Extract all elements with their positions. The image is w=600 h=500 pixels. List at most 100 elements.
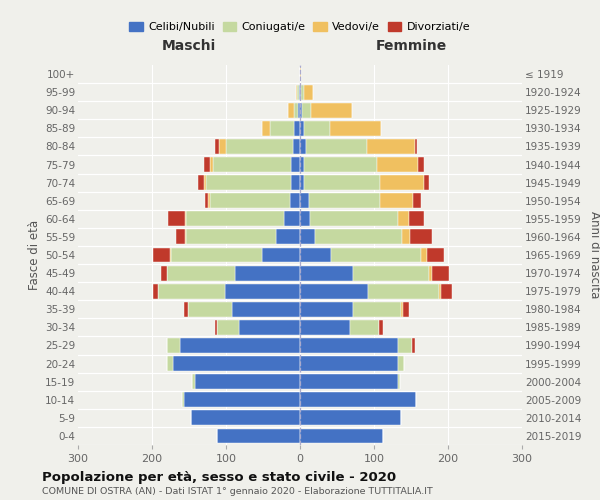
Bar [184,302,188,316]
Bar [379,320,383,335]
Text: COMUNE DI OSTRA (AN) - Dati ISTAT 1° gennaio 2020 - Elaborazione TUTTITALIA.IT: COMUNE DI OSTRA (AN) - Dati ISTAT 1° gen… [42,487,433,496]
Bar [377,157,418,172]
Bar [161,266,167,280]
Bar [294,121,300,136]
Bar [167,356,173,371]
Bar [235,266,300,280]
Bar [302,103,311,118]
Bar [297,84,299,100]
Bar [300,302,353,316]
Bar [299,84,300,100]
Bar [427,248,443,262]
Bar [226,139,293,154]
Bar [300,428,383,444]
Bar [271,121,294,136]
Text: Femmine: Femmine [376,39,446,53]
Bar [167,338,180,353]
Bar [350,320,379,335]
Bar [412,338,415,353]
Bar [300,230,315,244]
Bar [167,266,235,280]
Y-axis label: Fasce di età: Fasce di età [28,220,41,290]
Bar [170,248,171,262]
Bar [300,157,304,172]
Bar [413,194,421,208]
Bar [176,230,185,244]
Text: Maschi: Maschi [162,39,216,53]
Bar [205,194,208,208]
Bar [304,121,331,136]
Bar [429,266,433,280]
Bar [262,248,300,262]
Bar [398,338,412,353]
Bar [300,374,398,389]
Bar [415,139,417,154]
Bar [284,212,300,226]
Bar [300,66,301,82]
Bar [300,356,398,371]
Bar [188,302,232,316]
Bar [300,84,301,100]
Bar [439,284,442,298]
Bar [288,103,294,118]
Bar [424,175,429,190]
Bar [300,212,310,226]
Bar [304,84,313,100]
Bar [186,212,284,226]
Bar [315,230,402,244]
Bar [421,248,427,262]
Bar [192,374,195,389]
Bar [218,139,226,154]
Bar [277,230,300,244]
Bar [398,356,404,371]
Bar [215,320,217,335]
Bar [224,284,300,298]
Bar [310,212,398,226]
Bar [210,157,214,172]
Bar [185,230,186,244]
Bar [301,84,304,100]
Bar [300,266,353,280]
Bar [311,103,352,118]
Bar [398,212,409,226]
Bar [300,284,368,298]
Bar [300,392,416,407]
Bar [300,320,350,335]
Bar [262,121,271,136]
Bar [290,194,300,208]
Bar [433,266,449,280]
Bar [185,212,186,226]
Bar [409,212,424,226]
Bar [293,139,300,154]
Bar [168,212,185,226]
Bar [331,248,421,262]
Bar [353,302,401,316]
Bar [214,157,291,172]
Y-axis label: Anni di nascita: Anni di nascita [588,212,600,298]
Bar [300,194,309,208]
Bar [217,428,300,444]
Bar [208,194,210,208]
Bar [304,157,377,172]
Bar [309,194,380,208]
Bar [180,338,300,353]
Bar [380,194,413,208]
Bar [304,175,380,190]
Bar [410,230,432,244]
Bar [300,248,331,262]
Bar [368,284,439,298]
Bar [182,392,184,407]
Bar [331,121,380,136]
Bar [300,410,401,426]
Bar [217,320,239,335]
Bar [294,103,298,118]
Bar [158,284,224,298]
Bar [198,175,204,190]
Bar [239,320,300,335]
Bar [300,139,306,154]
Legend: Celibi/Nubili, Coniugati/e, Vedovi/e, Divorziati/e: Celibi/Nubili, Coniugati/e, Vedovi/e, Di… [125,18,475,36]
Bar [442,284,452,298]
Bar [173,356,300,371]
Bar [401,302,403,316]
Bar [300,103,302,118]
